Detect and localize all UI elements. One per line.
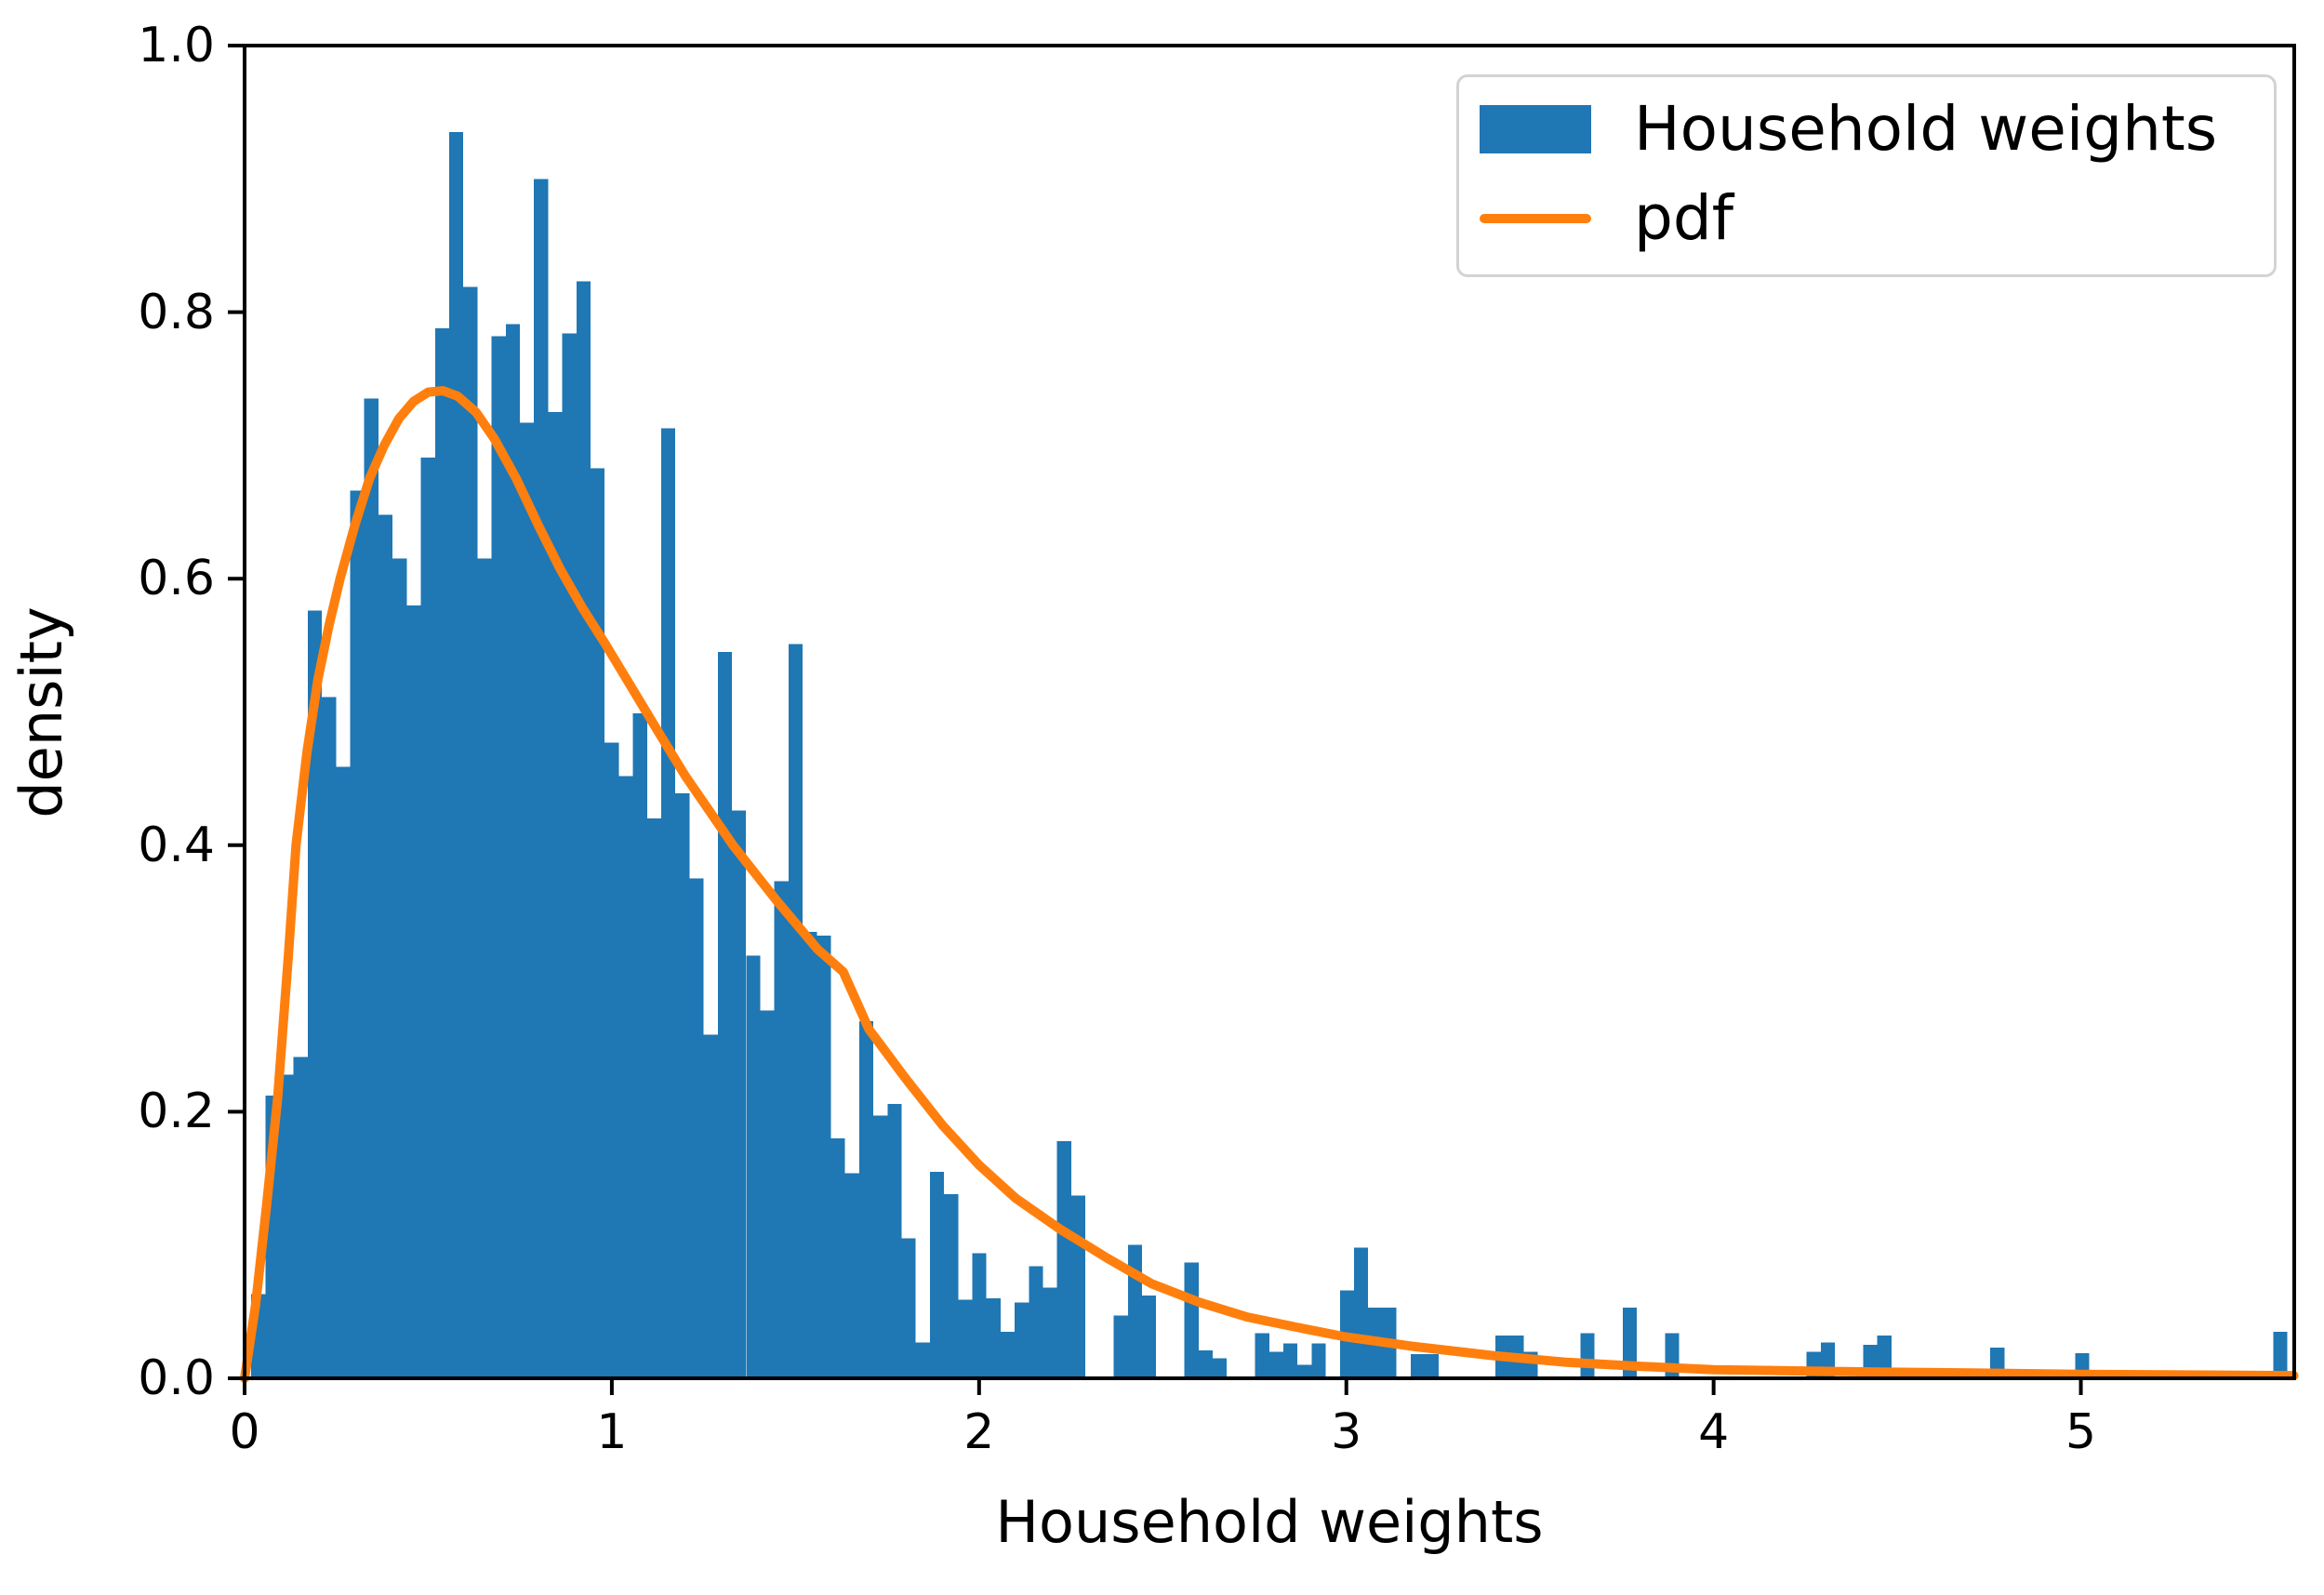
histogram-bar	[449, 132, 464, 1379]
histogram-bar	[534, 179, 549, 1378]
histogram-bar	[364, 398, 378, 1379]
y-axis-label: density	[7, 605, 75, 818]
histogram-bar	[1255, 1333, 1269, 1378]
axes-spines	[243, 44, 2296, 1380]
histogram-bar	[901, 1238, 916, 1378]
histogram-bar	[1580, 1333, 1595, 1378]
histogram-bar	[477, 558, 492, 1378]
histogram-bar	[803, 931, 817, 1378]
histogram-bar	[548, 412, 563, 1379]
histogram-bar	[675, 792, 690, 1378]
histogram-bar	[406, 605, 421, 1378]
histogram-bar	[788, 644, 803, 1378]
histogram-bar	[336, 766, 351, 1378]
histogram-bar	[520, 422, 535, 1378]
histogram-bar	[887, 1103, 902, 1378]
histogram-bar	[1015, 1302, 1029, 1378]
histogram-bar	[986, 1298, 1001, 1378]
histogram-bar	[1622, 1308, 1638, 1378]
y-tick-label: 0.2	[138, 1083, 215, 1140]
histogram-bar	[1354, 1247, 1369, 1378]
histogram-bar	[1198, 1349, 1213, 1378]
legend-row-histogram: Household weights	[1480, 99, 2217, 160]
legend: Household weights pdf	[1456, 74, 2277, 277]
histogram-bar	[434, 327, 449, 1378]
histogram-bar	[972, 1253, 987, 1378]
histogram-bar	[1029, 1266, 1043, 1378]
histogram-bar	[1000, 1331, 1016, 1378]
histogram-bar	[1113, 1315, 1128, 1378]
histogram-bar	[732, 810, 747, 1378]
x-tick-label: 0	[229, 1404, 260, 1460]
histogram-bar	[689, 878, 704, 1378]
x-tick-label: 2	[963, 1404, 995, 1460]
histogram-bar	[703, 1034, 718, 1378]
y-tick-label: 0.4	[138, 817, 215, 873]
histogram-bar	[929, 1171, 945, 1378]
histogram-bar	[1297, 1364, 1312, 1378]
histogram-bar	[646, 818, 661, 1378]
y-tick-label: 0.6	[138, 551, 215, 607]
x-axis-label: Household weights	[995, 1488, 1544, 1556]
y-tick-label: 1.0	[138, 18, 215, 73]
legend-swatch-histogram-icon	[1480, 105, 1591, 153]
histogram-bar	[958, 1299, 973, 1378]
histogram-bar	[618, 776, 633, 1378]
histogram-bar	[322, 697, 337, 1378]
histogram-bar	[760, 1010, 775, 1378]
histogram-bar	[1042, 1287, 1057, 1378]
y-tick-label: 0.8	[138, 284, 215, 340]
histogram-bar	[817, 936, 831, 1378]
histogram-bar	[858, 1021, 874, 1378]
histogram-bar	[604, 742, 619, 1378]
pdf-curve	[240, 386, 2299, 1383]
histogram-bar	[293, 1057, 308, 1378]
histogram-bar	[632, 712, 647, 1378]
histogram-bar	[1070, 1195, 1086, 1378]
histogram-bar	[562, 333, 577, 1378]
histogram-bar	[873, 1115, 888, 1378]
histogram-bar	[915, 1342, 930, 1378]
histogram-bar	[1127, 1244, 1142, 1378]
histogram-bar	[1213, 1358, 1228, 1378]
histogram-bar	[378, 514, 393, 1378]
legend-row-pdf: pdf	[1480, 188, 1733, 249]
histogram-bar	[746, 955, 761, 1378]
histogram-bar	[350, 490, 365, 1378]
x-tick-label: 5	[2065, 1404, 2097, 1460]
histogram-bar	[576, 281, 591, 1379]
y-tick-label: 0.0	[138, 1350, 215, 1406]
x-tick-label: 3	[1331, 1404, 1362, 1460]
histogram-bar	[279, 1074, 294, 1378]
histogram-bar	[1184, 1262, 1199, 1378]
histogram-bar	[717, 652, 732, 1378]
histogram-bar	[463, 286, 478, 1378]
histogram-bar	[505, 324, 520, 1378]
histogram-bar	[1410, 1354, 1425, 1378]
histogram-bar	[844, 1173, 859, 1378]
histogram-bar	[1311, 1343, 1326, 1378]
histogram-bar	[1283, 1343, 1298, 1378]
legend-line-pdf-icon	[1480, 214, 1591, 223]
histogram-bar	[774, 881, 789, 1378]
x-tick-label: 4	[1698, 1404, 1730, 1460]
histogram-bar	[944, 1194, 959, 1378]
histogram-bar	[307, 610, 323, 1378]
legend-label-pdf: pdf	[1634, 182, 1734, 254]
histogram-bar	[591, 468, 605, 1378]
histogram-bar	[491, 336, 506, 1378]
histogram-bar	[420, 457, 435, 1378]
histogram-bar	[830, 1138, 845, 1378]
histogram-bar	[1268, 1351, 1283, 1378]
x-tick-label: 1	[596, 1404, 628, 1460]
legend-label-histogram: Household weights	[1634, 93, 2218, 165]
histogram-bar	[392, 558, 407, 1378]
histogram-bar	[661, 428, 676, 1378]
histogram-bar	[1056, 1140, 1071, 1378]
histogram-bar	[1142, 1296, 1157, 1378]
histogram-bar	[1425, 1354, 1440, 1378]
histogram-bar	[2273, 1331, 2288, 1378]
